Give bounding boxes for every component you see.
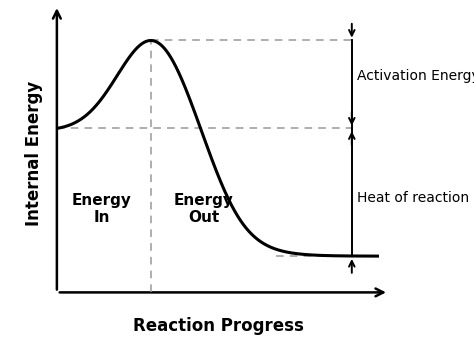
Text: Energy
In: Energy In — [72, 192, 132, 225]
Text: Activation Energy: Activation Energy — [356, 69, 474, 83]
Text: Internal Energy: Internal Energy — [25, 80, 43, 226]
Text: Heat of reaction: Heat of reaction — [356, 191, 469, 205]
Text: Energy
Out: Energy Out — [174, 192, 234, 225]
Text: Reaction Progress: Reaction Progress — [133, 318, 303, 336]
